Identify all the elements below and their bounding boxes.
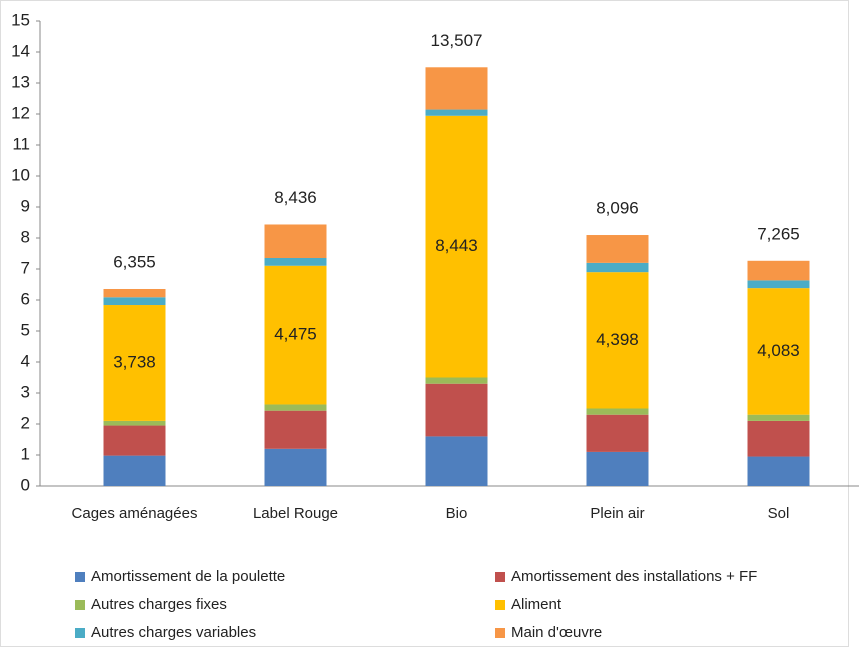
legend-swatch [75,600,85,610]
total-label: 8,096 [596,199,639,218]
y-tick-label: 1 [21,444,30,463]
bar-segment [264,404,327,411]
x-tick-label: Plein air [590,505,644,522]
y-tick-label: 13 [11,72,30,91]
bar-segment [264,265,327,405]
y-tick-label: 9 [21,196,30,215]
y-tick-label: 8 [21,227,30,246]
bar-segment [264,410,327,449]
legend-label: Amortissement des installations + FF [511,568,757,585]
bar-segment [425,436,488,486]
legend-swatch [495,628,505,638]
bar-segment [425,109,488,116]
total-label: 6,355 [113,252,156,271]
x-tick-label: Label Rouge [253,505,338,522]
bar-segment [264,224,327,258]
bar-segment [103,455,166,486]
total-label: 13,507 [431,31,483,50]
data-label: 4,083 [757,341,800,360]
legend-label: Autres charges variables [91,624,256,641]
bar-segment [103,420,166,426]
legend-swatch [75,628,85,638]
total-label: 7,265 [757,224,800,243]
data-label: 4,475 [274,325,317,344]
y-tick-label: 0 [21,475,30,494]
legend-label: Autres charges fixes [91,596,227,613]
y-tick-label: 4 [21,351,30,370]
data-label: 3,738 [113,352,156,371]
bar-segment [747,280,810,289]
bar-segment [103,297,166,306]
y-tick-label: 11 [12,134,30,153]
bar-segment [586,262,649,273]
bar-segment [747,420,810,457]
x-tick-label: Sol [768,505,790,522]
y-tick-label: 12 [11,103,30,122]
y-tick-label: 10 [11,165,30,184]
bar-segment [425,383,488,437]
bar-segment [425,377,488,384]
bar-segment [586,451,649,486]
bar-segment [586,235,649,263]
legend-label: Main d'œuvre [511,624,602,641]
legend-label: Amortissement de la poulette [91,568,285,585]
x-tick-label: Cages aménagées [72,505,198,522]
bar-segment [586,408,649,415]
bar-segment [103,425,166,456]
y-tick-label: 5 [21,320,30,339]
data-label: 8,443 [435,236,478,255]
bar-segment [747,260,810,281]
bar-segment [103,288,166,298]
legend-label: Aliment [511,596,562,613]
y-tick-label: 3 [21,382,30,401]
bar-segment [425,115,488,378]
bar-segment [264,448,327,486]
bar-segment [586,272,649,409]
y-tick-label: 14 [11,41,30,60]
x-tick-label: Bio [446,505,468,522]
data-label: 4,398 [596,330,639,349]
bar-segment [586,414,649,452]
legend-swatch [75,572,85,582]
bar-segment [264,257,327,266]
legend-swatch [495,600,505,610]
bar-segment [425,67,488,110]
bar-segment [747,414,810,421]
total-label: 8,436 [274,188,317,207]
bar-segment [103,305,166,421]
y-tick-label: 6 [21,289,30,308]
y-tick-label: 7 [21,258,30,277]
bar-segment [747,456,810,486]
legend-swatch [495,572,505,582]
y-tick-label: 15 [11,10,30,29]
bar-segment [747,288,810,415]
y-tick-label: 2 [21,413,30,432]
